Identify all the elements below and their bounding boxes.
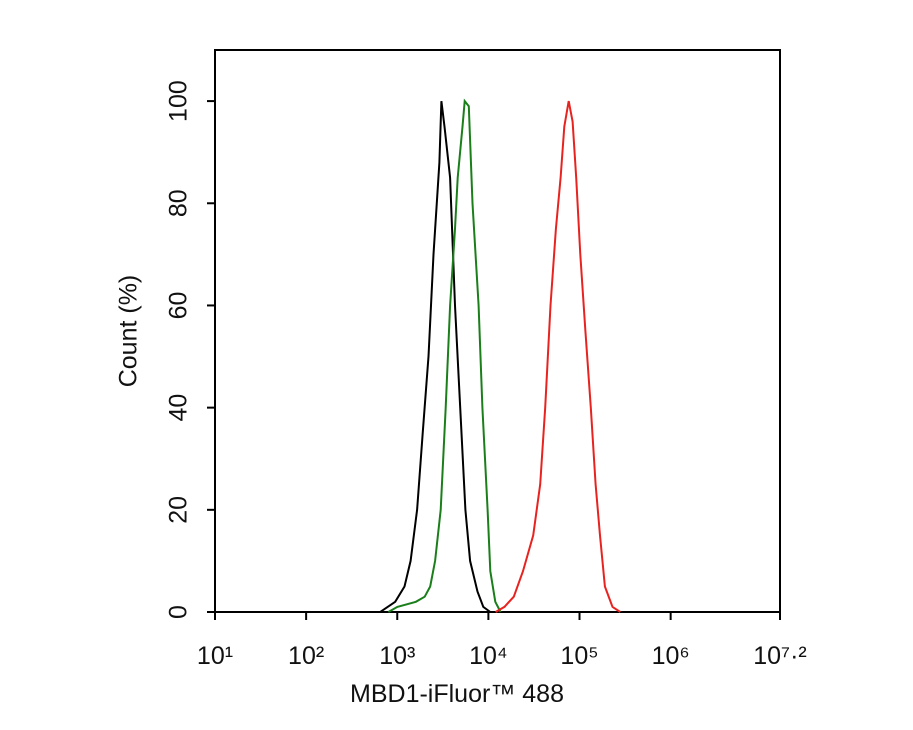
y-axis-label: Count (%) (115, 275, 143, 388)
x-tick-label: 10² (288, 642, 324, 670)
x-tick-label: 10¹ (197, 642, 233, 670)
x-tick-label: 10⁷·² (753, 642, 807, 670)
x-tick-label: 10⁴ (469, 642, 508, 670)
histogram-line (379, 100, 491, 613)
y-tick-label: 40 (165, 394, 193, 422)
y-tick-label: 20 (165, 496, 193, 524)
plot-frame (214, 49, 781, 613)
y-tick-label: 80 (165, 189, 193, 217)
x-tick-label: 10³ (379, 642, 415, 670)
x-tick-label: 10⁵ (560, 642, 598, 670)
y-tick-label: 100 (165, 80, 193, 122)
x-axis-label: MBD1-iFluor™ 488 (350, 680, 564, 708)
y-tick-label: 60 (165, 292, 193, 320)
x-tick-label: 10⁶ (652, 642, 690, 670)
histogram-line (495, 100, 621, 613)
y-tick-label: 0 (165, 605, 193, 619)
histogram-line (387, 98, 502, 613)
